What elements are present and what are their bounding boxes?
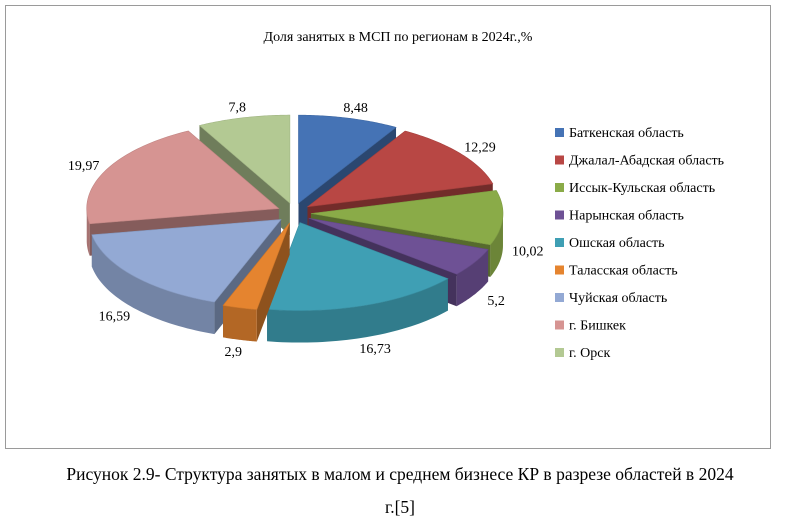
caption-line-1: Рисунок 2.9- Структура занятых в малом и… bbox=[66, 464, 734, 484]
data-label: 16,73 bbox=[359, 342, 391, 357]
legend-item: Таласская область bbox=[555, 264, 678, 279]
legend-swatch bbox=[555, 155, 564, 165]
legend-swatch bbox=[555, 183, 564, 192]
data-labels: 8,48 12,29 10,02 5,2 16,73 2,9 16,59 19,97 7,8 bbox=[68, 101, 544, 360]
pie-slice bbox=[266, 222, 449, 343]
pie-slices bbox=[86, 114, 504, 343]
pie-slice bbox=[222, 222, 290, 342]
legend-label: Иссык-Кульская область bbox=[569, 181, 715, 196]
legend-label: г. Бишкек bbox=[569, 319, 626, 334]
legend-label: Джалал-Абадская область bbox=[569, 154, 724, 169]
legend-item: Чуйская область bbox=[555, 291, 667, 306]
legend-item: Нарынская область bbox=[555, 209, 684, 224]
legend-item: Ошская область bbox=[555, 236, 665, 251]
data-label: 5,2 bbox=[487, 294, 505, 309]
figure-caption: Рисунок 2.9- Структура занятых в малом и… bbox=[0, 458, 800, 524]
data-label: 19,97 bbox=[68, 159, 100, 174]
legend-item: Баткенская область bbox=[555, 126, 684, 141]
legend-swatch bbox=[555, 293, 564, 302]
legend-item: Иссык-Кульская область bbox=[555, 181, 715, 196]
data-label: 8,48 bbox=[343, 101, 368, 116]
legend-swatch bbox=[555, 128, 564, 137]
legend-label: Нарынская область bbox=[569, 209, 684, 224]
chart-frame: Доля занятых в МСП по регионам в 2024г.,… bbox=[5, 5, 771, 449]
data-label: 10,02 bbox=[512, 244, 544, 259]
legend-label: Баткенская область bbox=[569, 126, 684, 141]
chart-title: Доля занятых в МСП по регионам в 2024г.,… bbox=[264, 30, 533, 45]
legend: Баткенская область Джалал-Абадская област… bbox=[555, 126, 724, 361]
legend-label: Ошская область bbox=[569, 236, 665, 251]
legend-swatch bbox=[555, 238, 564, 247]
legend-swatch bbox=[555, 348, 564, 357]
data-label: 2,9 bbox=[224, 345, 242, 360]
legend-label: Чуйская область bbox=[569, 291, 667, 306]
legend-swatch bbox=[555, 210, 564, 220]
data-label: 16,59 bbox=[99, 309, 131, 324]
data-label: 12,29 bbox=[464, 141, 496, 156]
legend-item: г. Орск bbox=[555, 346, 610, 361]
legend-swatch bbox=[555, 265, 564, 275]
data-label: 7,8 bbox=[228, 101, 246, 116]
legend-label: г. Орск bbox=[569, 346, 610, 361]
caption-line-2: г.[5] bbox=[385, 497, 415, 517]
legend-item: г. Бишкек bbox=[555, 319, 626, 334]
legend-item: Джалал-Абадская область bbox=[555, 154, 724, 169]
legend-label: Таласская область bbox=[569, 264, 678, 279]
pie-chart: Доля занятых в МСП по регионам в 2024г.,… bbox=[68, 30, 724, 361]
legend-swatch bbox=[555, 320, 564, 330]
